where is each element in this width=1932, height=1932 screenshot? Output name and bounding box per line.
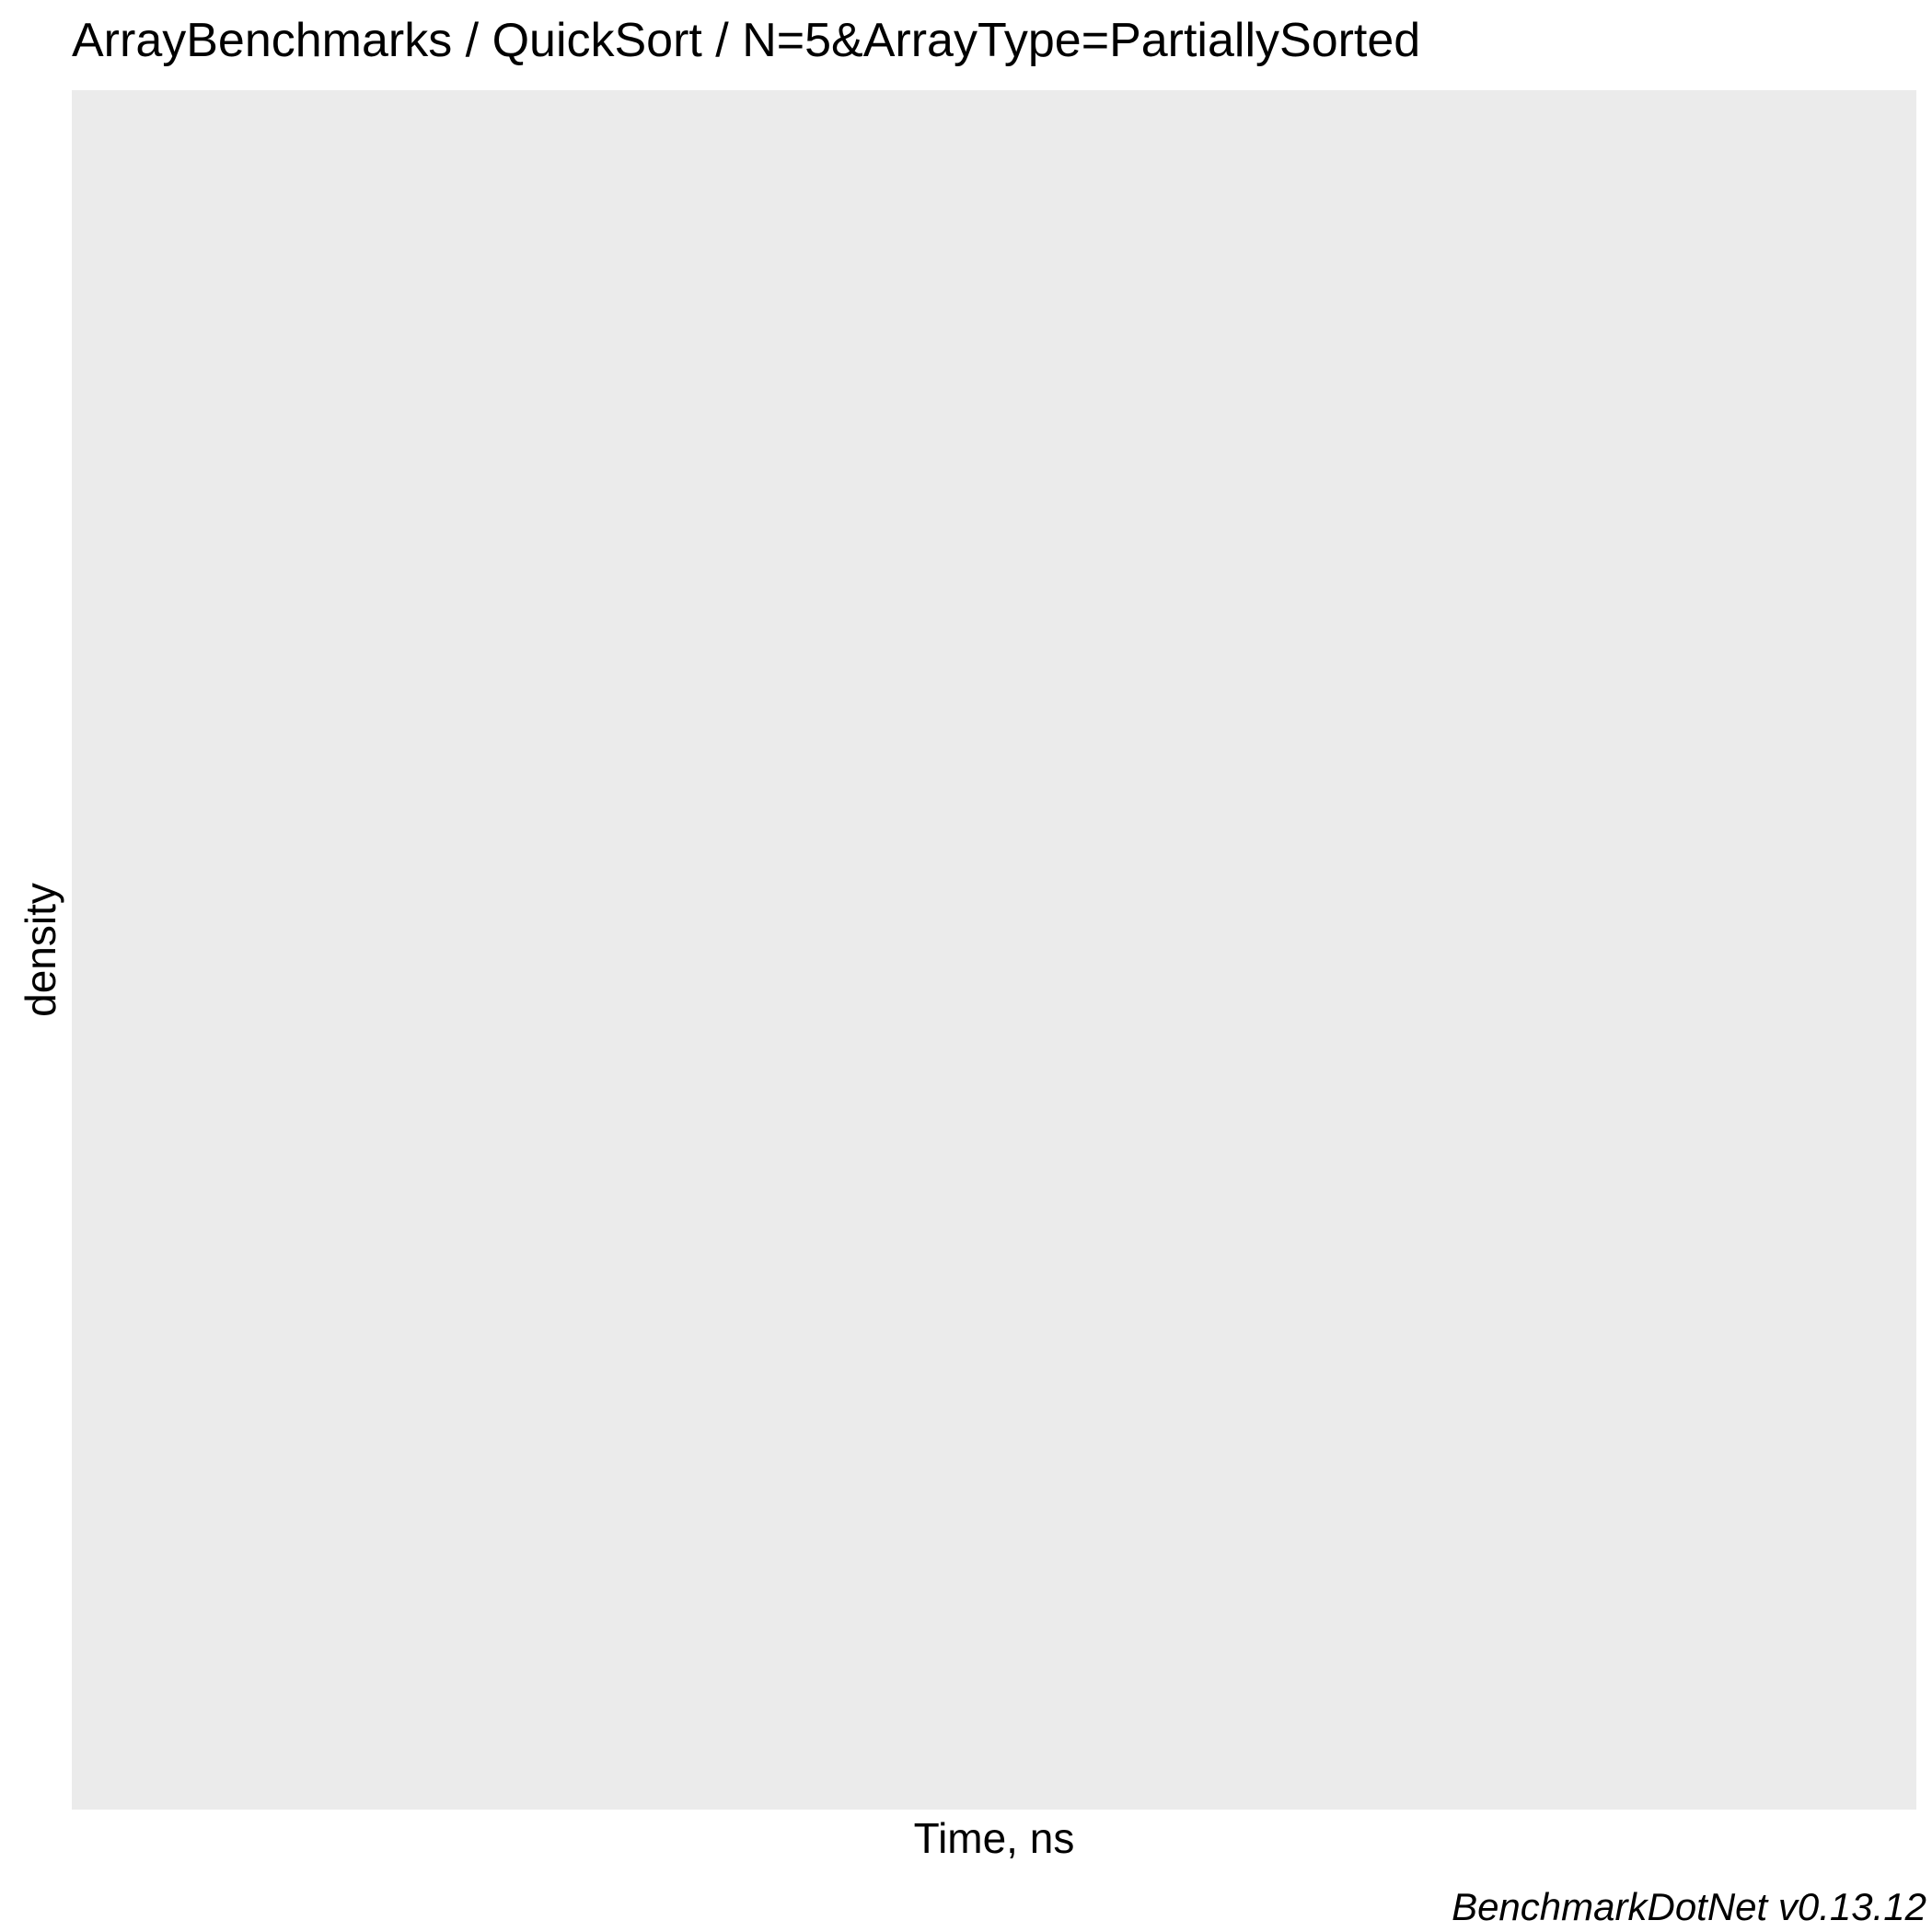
panel-background: [72, 90, 1916, 1810]
chart-title: ArrayBenchmarks / QuickSort / N=5&ArrayT…: [72, 14, 1421, 67]
plot-area: [72, 90, 1916, 1810]
x-axis-label: Time, ns: [913, 1814, 1075, 1862]
y-axis-label: density: [17, 883, 64, 1017]
plot-panel: [72, 90, 1916, 1810]
caption: BenchmarkDotNet v0.13.12: [1452, 1885, 1926, 1928]
